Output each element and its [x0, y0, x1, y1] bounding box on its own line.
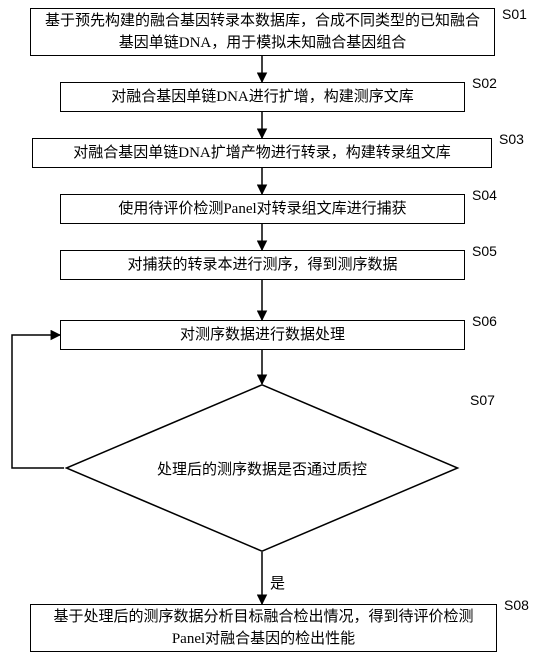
step-label-s05: S05: [472, 243, 497, 259]
step-label-s07: S07: [470, 392, 495, 408]
step-label-s01: S01: [502, 6, 527, 22]
step-text: 基于预先构建的融合基因转录本数据库，合成不同类型的已知融合基因单链DNA，用于模…: [39, 10, 486, 55]
edge-s07-s06: [12, 335, 64, 468]
decision-s07: 处理后的测序数据是否通过质控: [65, 384, 460, 552]
step-text: 对捕获的转录本进行测序，得到测序数据: [127, 254, 397, 277]
step-text: 基于处理后的测序数据分析目标融合检出情况，得到待评价检测Panel对融合基因的检…: [39, 606, 488, 651]
step-box-s06: 对测序数据进行数据处理: [60, 320, 465, 350]
step-text: 对融合基因单链DNA进行扩增，构建测序文库: [111, 86, 414, 109]
step-label-s03: S03: [499, 131, 524, 147]
step-label-s06: S06: [472, 313, 497, 329]
step-label-s02: S02: [472, 75, 497, 91]
step-text: 对融合基因单链DNA扩增产物进行转录，构建转录组文库: [73, 142, 451, 165]
decision-shape: [65, 384, 460, 552]
step-text: 对测序数据进行数据处理: [180, 324, 345, 347]
step-box-s08: 基于处理后的测序数据分析目标融合检出情况，得到待评价检测Panel对融合基因的检…: [30, 604, 497, 652]
step-box-s01: 基于预先构建的融合基因转录本数据库，合成不同类型的已知融合基因单链DNA，用于模…: [30, 8, 495, 56]
step-label-s08: S08: [504, 597, 529, 613]
step-box-s02: 对融合基因单链DNA进行扩增，构建测序文库: [60, 82, 465, 112]
step-box-s05: 对捕获的转录本进行测序，得到测序数据: [60, 250, 465, 280]
step-box-s03: 对融合基因单链DNA扩增产物进行转录，构建转录组文库: [32, 138, 492, 168]
edge-label-6: 是: [270, 572, 285, 593]
step-text: 使用待评价检测Panel对转录组文库进行捕获: [118, 198, 406, 221]
flowchart-container: 基于预先构建的融合基因转录本数据库，合成不同类型的已知融合基因单链DNA，用于模…: [0, 0, 540, 667]
step-label-s04: S04: [472, 187, 497, 203]
step-box-s04: 使用待评价检测Panel对转录组文库进行捕获: [60, 194, 465, 224]
